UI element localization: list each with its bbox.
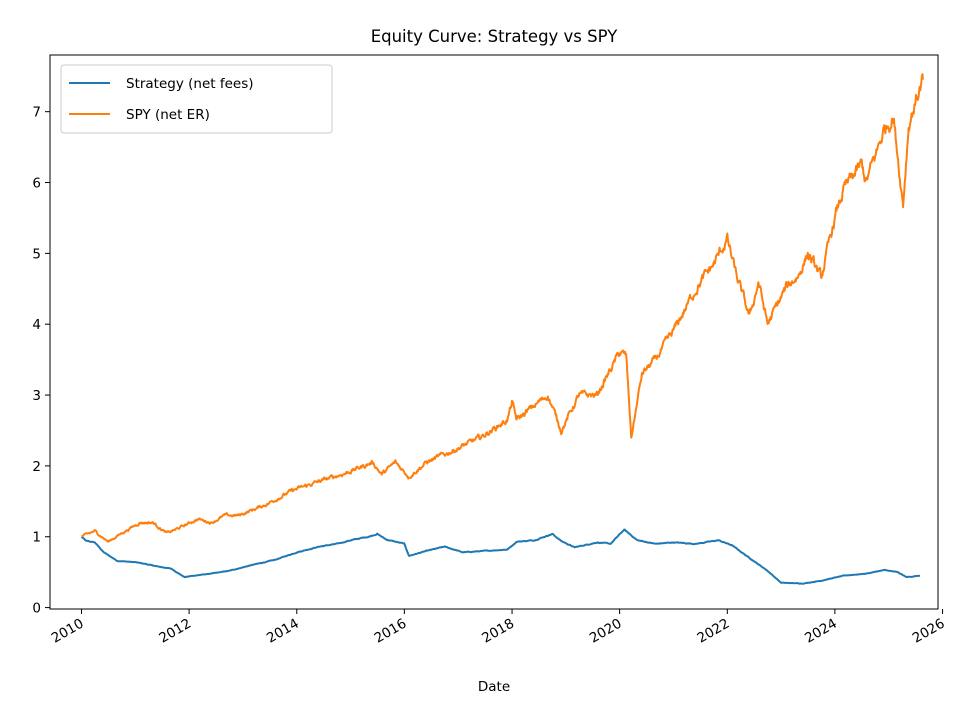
legend-label-strategy: Strategy (net fees) <box>126 76 254 92</box>
plot-area <box>49 54 939 610</box>
axes-frame <box>49 54 939 610</box>
series-line-spy <box>81 73 924 543</box>
legend: Strategy (net fees) SPY (net ER) <box>60 64 333 134</box>
x-axis-label: Date <box>478 679 510 695</box>
legend-label-spy: SPY (net ER) <box>126 107 210 123</box>
axes-background <box>50 55 938 609</box>
y-tick-label: 0 <box>32 601 41 617</box>
legend-box <box>60 64 333 134</box>
series-layer <box>80 73 924 585</box>
y-tick-label: 7 <box>32 105 41 121</box>
y-tick-label: 6 <box>32 176 41 192</box>
y-tick-label: 2 <box>32 459 41 475</box>
chart-title: Equity Curve: Strategy vs SPY <box>371 27 619 46</box>
y-axis: 0 1 2 3 4 5 6 7 <box>32 105 50 617</box>
y-tick-label: 5 <box>32 246 41 262</box>
series-line-strategy <box>80 528 921 585</box>
y-tick-label: 3 <box>32 388 41 404</box>
y-tick-label: 1 <box>32 530 41 546</box>
y-tick-label: 4 <box>32 317 41 333</box>
